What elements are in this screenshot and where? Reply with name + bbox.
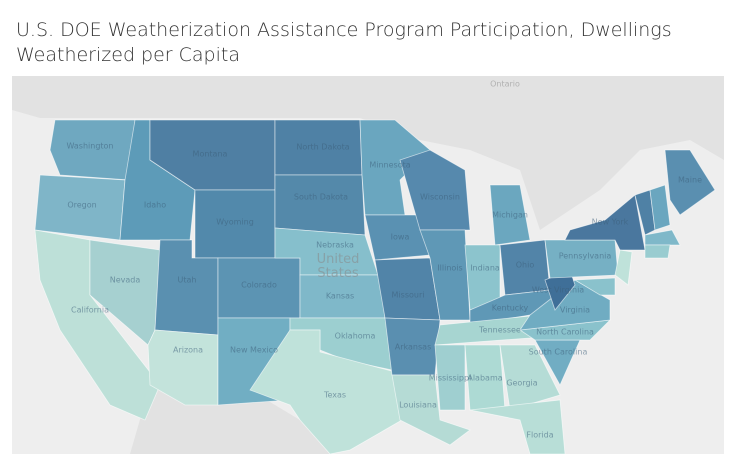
state-label: Minnesota — [369, 161, 410, 170]
state-label: Arkansas — [395, 343, 431, 352]
state — [573, 277, 616, 296]
state-label: Idaho — [144, 201, 166, 210]
state-label: Oklahoma — [335, 332, 376, 341]
state-label: California — [71, 306, 109, 315]
state — [249, 329, 403, 454]
map: Ontario Washington Oregon California Nevada… — [12, 76, 724, 454]
state-label: Nevada — [110, 276, 141, 285]
state-label: Texas — [323, 391, 346, 400]
state-label: Louisiana — [399, 401, 437, 410]
state — [614, 249, 633, 286]
state-label: Kansas — [326, 292, 354, 301]
state-label: New Mexico — [230, 346, 278, 355]
state — [664, 149, 716, 216]
state-label: Iowa — [391, 233, 410, 242]
state-label: Alabama — [467, 374, 502, 383]
state — [499, 344, 561, 411]
state-label: Georgia — [506, 379, 537, 388]
title: U.S. DOE Weatherization Assistance Progr… — [16, 19, 672, 66]
state-label: Arizona — [173, 346, 203, 355]
state — [359, 119, 431, 216]
state-label: Kentucky — [492, 304, 529, 313]
state — [419, 229, 471, 321]
state — [374, 257, 441, 321]
state-label: Ohio — [516, 261, 535, 270]
state-label: Tennessee — [478, 326, 521, 335]
state-label: Wisconsin — [420, 193, 460, 202]
state — [469, 399, 566, 454]
state-label: Oregon — [67, 201, 96, 210]
region-label: Ontario — [490, 80, 520, 89]
state-label: Michigan — [492, 211, 528, 220]
state-label: Mississippi — [429, 374, 472, 383]
country-label-line: States — [317, 266, 358, 281]
state-label: Maine — [678, 176, 702, 185]
state-label: Colorado — [241, 281, 277, 290]
state — [274, 174, 366, 236]
state-label: New York — [592, 218, 629, 227]
state — [564, 194, 646, 251]
state-label: Wyoming — [216, 218, 254, 227]
state-label: Montana — [193, 150, 228, 159]
state-label: Illinois — [437, 264, 462, 273]
state — [434, 344, 466, 411]
state-label: South Carolina — [529, 348, 588, 357]
state-label: Missouri — [392, 291, 425, 300]
state — [649, 184, 671, 231]
state — [391, 374, 471, 446]
state-label: South Dakota — [294, 193, 348, 202]
canada — [12, 76, 724, 230]
state-label: Washington — [66, 142, 113, 151]
state — [489, 184, 531, 246]
state-label: Florida — [526, 431, 553, 440]
state — [49, 119, 136, 181]
country-label-line: United — [317, 252, 360, 267]
state-label: Pennsylvania — [559, 252, 612, 261]
state — [644, 244, 671, 259]
state — [399, 149, 471, 231]
state-label: West Virginia — [532, 286, 584, 295]
state-label: Indiana — [470, 264, 500, 273]
state-label: Utah — [178, 276, 197, 285]
country-label: United States — [317, 252, 360, 281]
state-label: North Dakota — [296, 143, 349, 152]
state-label: North Carolina — [536, 328, 594, 337]
state — [644, 229, 681, 246]
state-label: Virginia — [560, 306, 590, 315]
state-label: Nebraska — [316, 241, 354, 250]
